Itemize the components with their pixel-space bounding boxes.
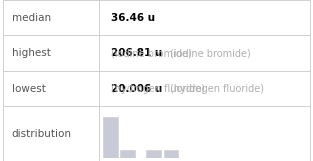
Text: (iodine bromide): (iodine bromide): [111, 48, 192, 58]
Bar: [164, 150, 178, 158]
Text: 20.006 u: 20.006 u: [111, 84, 162, 94]
Bar: [120, 150, 135, 158]
Text: highest: highest: [12, 48, 51, 58]
Text: 36.46 u: 36.46 u: [111, 13, 155, 23]
Bar: [146, 150, 161, 158]
Text: (hydrogen fluoride): (hydrogen fluoride): [170, 84, 264, 94]
Bar: [103, 117, 118, 158]
Text: (hydrogen fluoride): (hydrogen fluoride): [111, 84, 205, 94]
Text: median: median: [12, 13, 51, 23]
Text: (iodine bromide): (iodine bromide): [170, 48, 251, 58]
Text: lowest: lowest: [12, 84, 46, 94]
Text: distribution: distribution: [12, 129, 72, 139]
Text: 206.81 u: 206.81 u: [111, 48, 162, 58]
